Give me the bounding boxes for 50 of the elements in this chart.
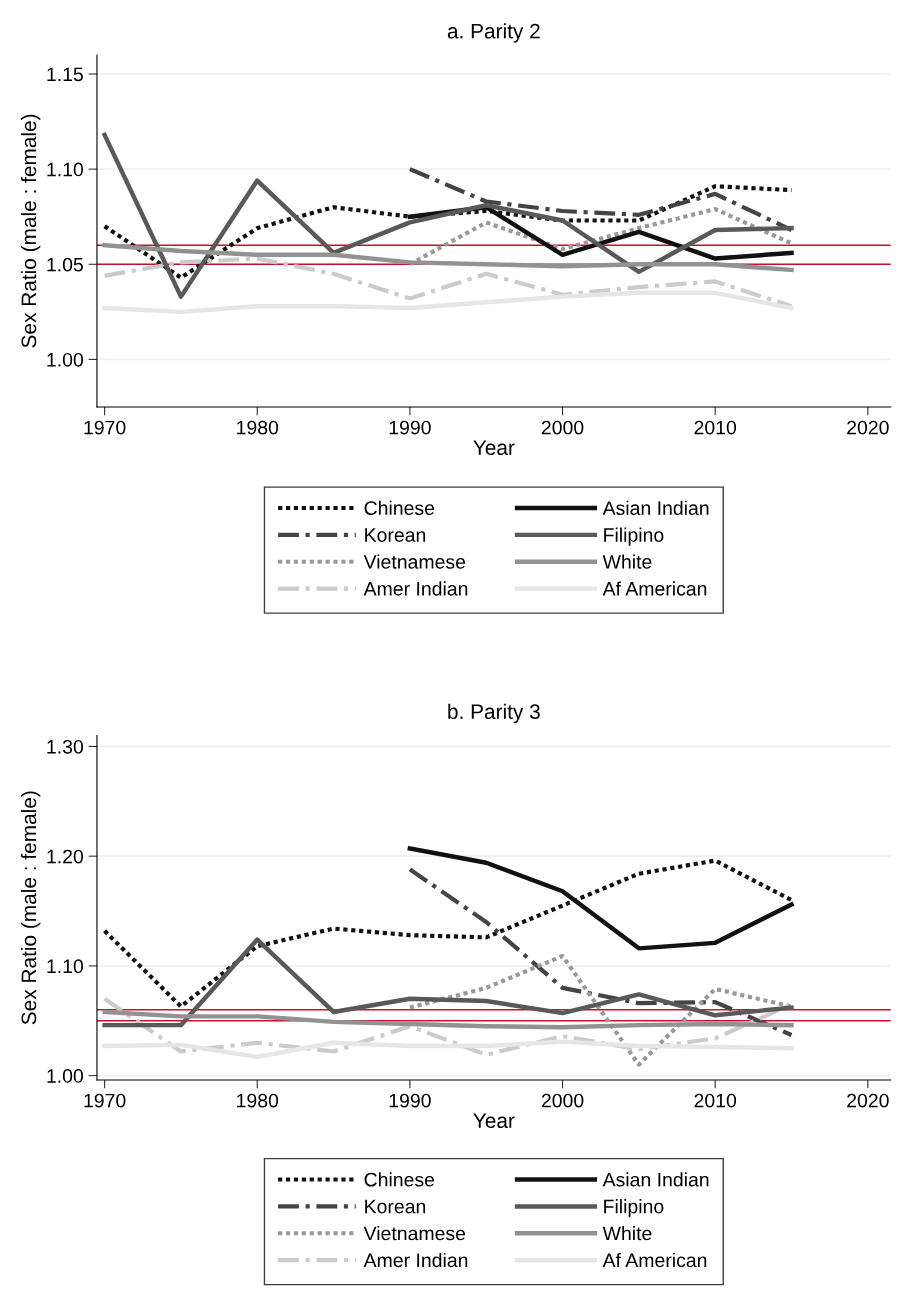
x-tick-label: 2010	[694, 420, 737, 435]
legend-label: Amer Indian	[363, 581, 468, 596]
y-tick-label: 1.00	[47, 352, 84, 367]
legend-label: White	[602, 554, 652, 569]
line-series	[407, 867, 794, 1038]
line-series	[102, 1039, 794, 1060]
x-tick-label: 1970	[84, 1093, 126, 1108]
x-axis-title: Year	[473, 440, 515, 455]
chart-title: b. Parity 3	[448, 703, 540, 724]
legend-label: Af American	[602, 581, 707, 596]
line-series	[102, 937, 794, 1028]
x-tick-label: 2010	[694, 1093, 737, 1108]
line-series	[407, 167, 794, 233]
x-tick-label: 1980	[237, 420, 279, 435]
legend-label: Korean	[365, 528, 426, 542]
legend-label: Vietnamese	[363, 1226, 466, 1241]
y-axis-title: Sex Ratio (male : female)	[20, 791, 41, 1025]
chart-title: a. Parity 2	[447, 23, 540, 43]
y-tick-label: 1.10	[47, 162, 84, 177]
line-series	[102, 132, 794, 299]
legend-label: Asian Indian	[602, 500, 709, 516]
x-tick-label: 1990	[389, 1093, 431, 1108]
line-series	[102, 290, 794, 315]
legend-label: White	[602, 1226, 652, 1241]
legend-label: Chinese	[364, 500, 435, 516]
line-series	[102, 256, 794, 309]
y-tick-label: 1.10	[47, 959, 84, 974]
y-axis-title: Sex Ratio (male : female)	[20, 114, 41, 348]
y-tick-label: 1.20	[47, 849, 84, 864]
y-tick-label: 1.00	[47, 1069, 84, 1083]
x-tick-label: 1970	[84, 420, 126, 435]
x-tick-label: 2020	[847, 420, 889, 435]
x-tick-label: 1980	[237, 1093, 279, 1108]
legend-label: Asian Indian	[602, 1172, 709, 1187]
legend-label: Amer Indian	[363, 1252, 468, 1268]
legend-label: Filipino	[604, 1199, 664, 1218]
legend-label: Af American	[602, 1252, 707, 1268]
legend-label: Chinese	[364, 1172, 435, 1187]
y-tick-label: 1.05	[47, 257, 83, 272]
x-tick-label: 1990	[389, 420, 431, 435]
legend-label: Vietnamese	[363, 554, 466, 569]
line-series	[102, 184, 794, 280]
y-tick-label: 1.15	[47, 67, 83, 82]
y-tick-label: 1.30	[47, 739, 84, 754]
legend-label: Korean	[365, 1199, 426, 1214]
x-tick-label: 2000	[541, 420, 584, 435]
x-axis-title: Year	[473, 1113, 515, 1129]
legend-label: Filipino	[604, 527, 664, 546]
x-tick-label: 2000	[541, 1093, 584, 1108]
x-tick-label: 2020	[847, 1093, 889, 1108]
